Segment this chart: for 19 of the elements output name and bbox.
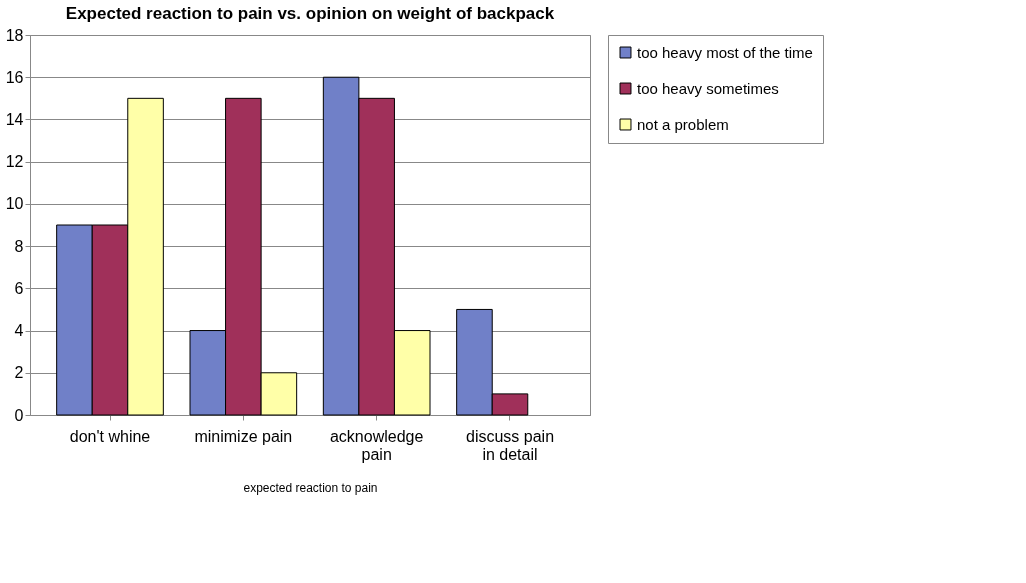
y-tick-label: 4 [14, 322, 24, 340]
x-tick-label: acknowledge pain [329, 427, 424, 463]
chart-title: Expected reaction to pain vs. opinion on weight of backpack [65, 4, 555, 23]
y-tick-label: 6 [14, 279, 24, 297]
y-tick-label: 16 [5, 68, 24, 86]
y-tick-label: 2 [14, 364, 24, 382]
y-tick-label: 0 [14, 406, 24, 424]
y-tick-label: 14 [5, 110, 24, 128]
x-tick-label: discuss pain in detail [465, 427, 555, 463]
legend-label: not a problem [637, 115, 729, 133]
y-tick-label: 12 [5, 153, 24, 171]
x-tick-label: don't whine [69, 427, 151, 445]
legend-label: too heavy most of the time [637, 43, 813, 61]
y-tick-label: 8 [14, 237, 24, 255]
x-tick-label: minimize pain [194, 427, 293, 445]
y-tick-label: 10 [5, 195, 24, 213]
x-axis-title: expected reaction to pain [243, 480, 378, 495]
legend-label: too heavy sometimes [637, 79, 779, 97]
y-tick-label: 18 [5, 26, 24, 44]
